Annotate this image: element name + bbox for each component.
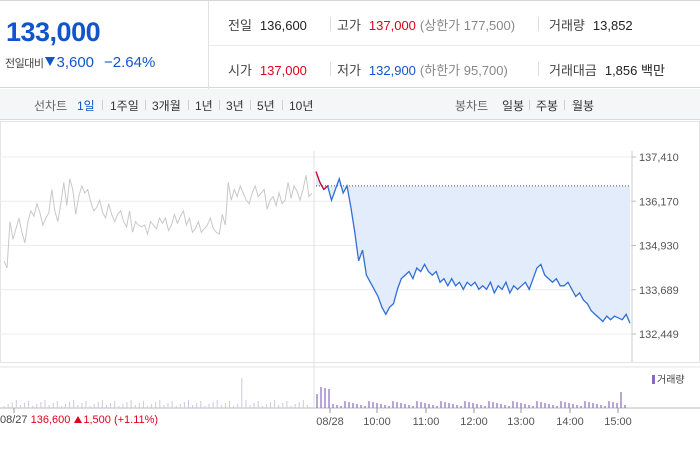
divider xyxy=(145,100,146,110)
stat-high: 고가 137,000 (상한가 177,500) xyxy=(337,15,515,34)
period-1y-tab[interactable]: 1년 xyxy=(195,99,213,113)
divider xyxy=(538,62,539,76)
price-summary: 133,000 전일대비 3,600 −2.64% xyxy=(0,1,209,89)
period-3y-tab[interactable]: 3년 xyxy=(226,99,244,113)
divider xyxy=(188,100,189,110)
today-above-ref-line xyxy=(315,171,329,191)
stat-prev-close: 전일 136,600 xyxy=(228,15,307,34)
stats-row-divider xyxy=(209,45,700,46)
divider xyxy=(330,17,331,31)
prev-day-close: 136,600 xyxy=(30,414,71,426)
price-chart[interactable]: 137,410 136,170 134,930 133,689 132,449 08/28… xyxy=(0,121,700,450)
stat-amount: 거래대금 1,856 백만 xyxy=(549,60,665,79)
stat-volume: 거래량 13,852 xyxy=(549,15,633,34)
stat-label: 시가 xyxy=(228,63,252,78)
prev-day-rate: (+1.11%) xyxy=(113,414,159,426)
x-tick-label: 14:00 xyxy=(556,416,584,428)
stat-low: 저가 132,900 (하한가 95,700) xyxy=(337,60,508,79)
divider xyxy=(564,100,565,110)
x-tick-label: 13:00 xyxy=(507,416,535,428)
volume-legend: 거래량 xyxy=(652,371,685,386)
upper-limit: (상한가 177,500) xyxy=(419,18,516,33)
prev-day-change: 1,500 xyxy=(83,414,111,426)
volume-swatch xyxy=(652,375,655,384)
divider xyxy=(219,100,220,110)
prev-day-date: 08/27 xyxy=(0,414,28,426)
stat-value: 13,852 xyxy=(592,18,633,33)
line-chart-label: 선차트 xyxy=(34,99,68,113)
stat-open: 시가 137,000 xyxy=(228,60,307,79)
stat-value: 1,856 백만 xyxy=(604,63,665,78)
x-tick-label: 11:00 xyxy=(413,416,440,428)
price-chart-canvas: 137,410 136,170 134,930 133,689 132,449 08/28… xyxy=(0,121,700,428)
divider xyxy=(102,100,103,110)
prev-day-series-line xyxy=(3,175,313,269)
stat-label: 전일 xyxy=(228,18,252,33)
y-tick-label: 137,410 xyxy=(639,152,679,164)
chart-toolbar: 선차트 1일 1주일 3개월 1년 3년 5년 10년 봉차트 일봉 주봉 월봉 xyxy=(0,89,700,120)
y-tick-label: 133,689 xyxy=(639,285,679,297)
change-amount: 3,600 xyxy=(56,54,95,71)
divider xyxy=(538,17,539,31)
stat-label: 고가 xyxy=(337,18,361,33)
period-5y-tab[interactable]: 5년 xyxy=(257,99,275,113)
stat-value: 136,600 xyxy=(259,18,307,33)
up-triangle-icon xyxy=(74,416,83,423)
divider xyxy=(250,100,251,110)
stat-value: 137,000 xyxy=(368,18,416,33)
prev-day-summary: 08/27 136,600 1,500 (+1.11%) xyxy=(0,414,158,426)
y-tick-label: 136,170 xyxy=(639,196,679,208)
change-rate: −2.64% xyxy=(104,54,156,71)
current-price: 133,000 xyxy=(6,17,101,47)
period-1w-tab[interactable]: 1주일 xyxy=(110,99,139,113)
stat-label: 거래량 xyxy=(549,18,585,33)
x-tick-label: 15:00 xyxy=(604,416,632,428)
y-tick-label: 132,449 xyxy=(639,329,679,341)
stat-value: 137,000 xyxy=(259,63,307,78)
y-tick-label: 134,930 xyxy=(639,241,679,253)
x-tick-label: 12:00 xyxy=(460,416,488,428)
stat-value: 132,900 xyxy=(368,63,416,78)
change-label: 전일대비 xyxy=(5,57,44,70)
change-row: 전일대비 3,600 −2.64% xyxy=(5,54,155,71)
today-series-line xyxy=(315,171,631,324)
today-fill-area xyxy=(316,171,630,324)
stat-label: 거래대금 xyxy=(549,63,597,78)
candle-daily-tab[interactable]: 일봉 xyxy=(502,99,525,113)
divider xyxy=(282,100,283,110)
divider xyxy=(529,100,530,110)
x-tick-label: 08/28 xyxy=(316,416,344,428)
divider xyxy=(330,62,331,76)
stat-label: 저가 xyxy=(337,63,361,78)
lower-limit: (하한가 95,700) xyxy=(419,63,508,78)
volume-legend-label: 거래량 xyxy=(657,375,685,386)
candle-monthly-tab[interactable]: 월봉 xyxy=(572,99,595,113)
down-triangle-icon xyxy=(45,57,56,66)
quote-header: 133,000 전일대비 3,600 −2.64% 전일 136,600 고가 13… xyxy=(0,0,700,89)
x-tick-label: 10:00 xyxy=(363,416,391,428)
candle-chart-label: 봉차트 xyxy=(455,99,489,113)
period-1d-tab[interactable]: 1일 xyxy=(77,99,95,113)
period-10y-tab[interactable]: 10년 xyxy=(289,99,314,113)
candle-weekly-tab[interactable]: 주봉 xyxy=(536,99,559,113)
period-3m-tab[interactable]: 3개월 xyxy=(152,99,181,113)
